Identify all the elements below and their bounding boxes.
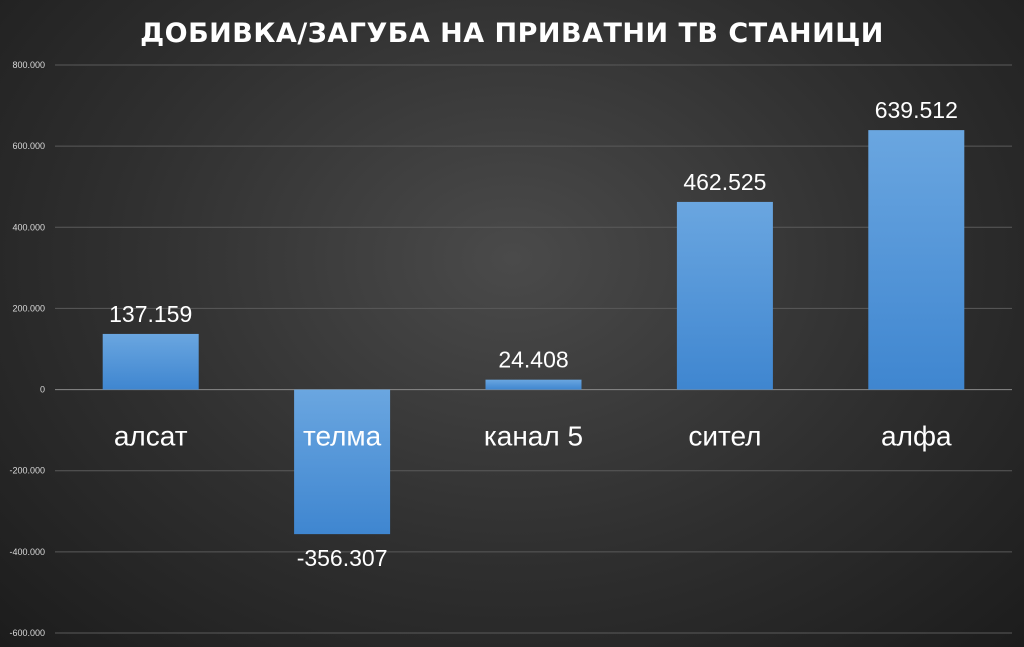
y-tick-label: -600.000 [9, 628, 45, 638]
chart-title: ДОБИВКА/ЗАГУБА НА ПРИВАТНИ ТВ СТАНИЦИ [140, 18, 884, 49]
y-axis-ticks: 800.000 600.000 400.000 200.000 0 -200.000 -40… [9, 60, 45, 638]
data-label: -356.307 [297, 545, 388, 571]
data-label: 24.408 [498, 347, 568, 373]
data-label: 462.525 [683, 169, 766, 195]
category-label: сител [688, 421, 761, 452]
category-label: алсат [114, 421, 188, 452]
bar-5 [868, 130, 965, 390]
category-label: канал 5 [484, 421, 583, 452]
y-tick-label: 200.000 [12, 303, 45, 313]
y-tick-label: -200.000 [9, 466, 45, 476]
y-tick-label: 400.000 [12, 222, 45, 232]
data-label: 639.512 [875, 97, 958, 123]
bar-2 [294, 389, 391, 535]
category-label: алфа [881, 421, 952, 452]
bar-1 [102, 333, 199, 390]
bars [102, 130, 965, 535]
y-tick-label: 0 [40, 385, 45, 395]
bar-3 [485, 379, 582, 390]
labels: 137.159 алсат -356.307 телма 24.408 канал 5 46… [109, 97, 958, 571]
y-tick-label: 600.000 [12, 141, 45, 151]
category-label: телма [303, 421, 382, 452]
data-label: 137.159 [109, 301, 192, 327]
y-tick-label: 800.000 [12, 60, 45, 70]
y-tick-label: -400.000 [9, 547, 45, 557]
bar-4 [676, 201, 773, 390]
